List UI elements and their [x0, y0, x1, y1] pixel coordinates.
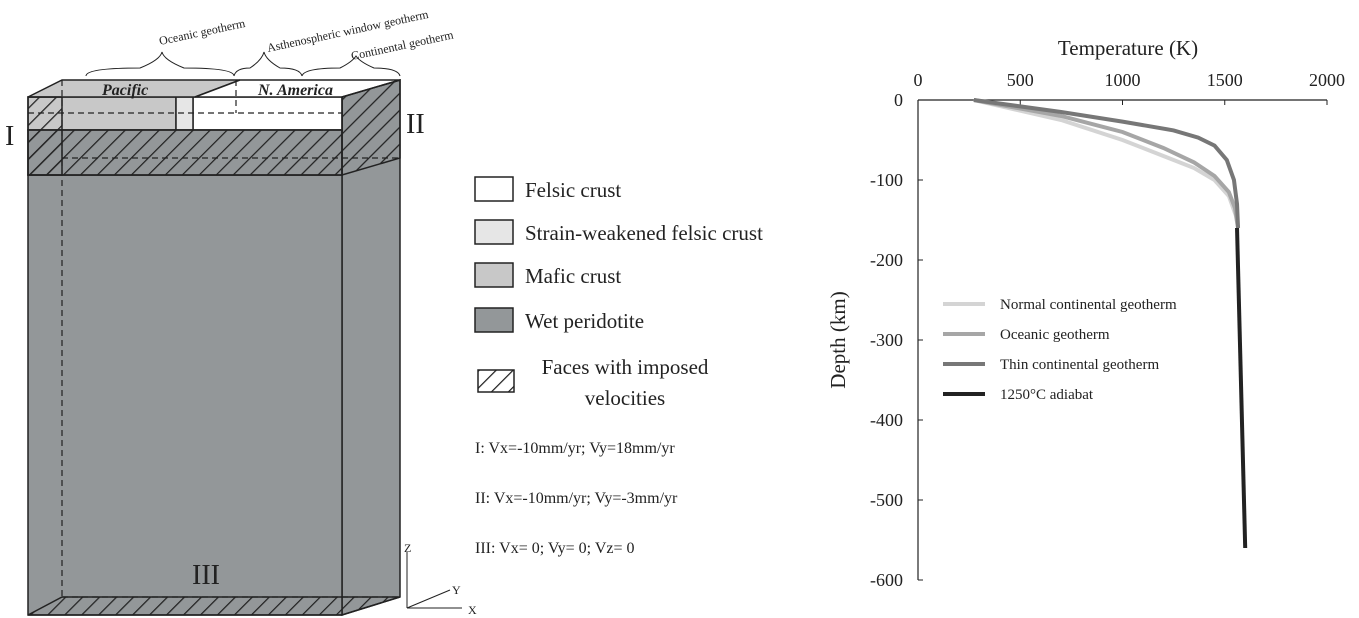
y-tick-label: -400	[870, 410, 903, 430]
legend-label: Strain-weakened felsic crust	[525, 221, 763, 245]
geotherm-label: Oceanic geotherm	[158, 16, 247, 48]
legend-label: Normal continental geotherm	[1000, 297, 1177, 313]
axis-label: Z	[404, 541, 411, 555]
face-label: II	[406, 109, 425, 140]
legend-label: Mafic crust	[525, 264, 621, 288]
y-axis-title: Depth (km)	[826, 291, 850, 388]
axis-label: Y	[452, 583, 461, 597]
plate-label: N. America	[257, 82, 333, 99]
x-tick-label: 500	[1007, 70, 1034, 90]
legend-label: 1250°C adiabat	[1000, 387, 1094, 403]
y-tick-label: -500	[870, 490, 903, 510]
axis-label: X	[468, 603, 477, 617]
legend-label: Felsic crust	[525, 178, 621, 202]
x-tick-label: 2000	[1309, 70, 1345, 90]
condition: III: Vx= 0; Vy= 0; Vz= 0	[475, 540, 635, 557]
x-tick-label: 1000	[1105, 70, 1141, 90]
legend-label: Thin continental geotherm	[1000, 357, 1159, 373]
plate-label: Pacific	[101, 82, 148, 99]
x-axis-title: Temperature (K)	[1058, 36, 1198, 60]
y-tick-label: -200	[870, 250, 903, 270]
geotherm-line	[1235, 227, 1248, 549]
x-tick-label: 0	[914, 70, 923, 90]
face-label: I	[5, 121, 14, 152]
y-tick-label: -100	[870, 170, 903, 190]
geotherm-line	[973, 98, 1241, 229]
legend-label: velocities	[585, 386, 665, 410]
x-tick-label: 1500	[1207, 70, 1243, 90]
y-tick-label: 0	[894, 90, 903, 110]
legend-label: Wet peridotite	[525, 309, 644, 333]
condition: I: Vx=-10mm/yr; Vy=18mm/yr	[475, 440, 675, 457]
condition: II: Vx=-10mm/yr; Vy=-3mm/yr	[475, 490, 678, 507]
block-diagram	[27, 51, 462, 617]
legend-label: Oceanic geotherm	[1000, 327, 1110, 343]
legend-label: Faces with imposed	[542, 355, 709, 379]
y-tick-label: -600	[870, 570, 903, 590]
geotherm-line	[973, 98, 1241, 229]
material-legend	[474, 176, 515, 393]
face-label: III	[192, 560, 220, 591]
y-tick-label: -300	[870, 330, 903, 350]
